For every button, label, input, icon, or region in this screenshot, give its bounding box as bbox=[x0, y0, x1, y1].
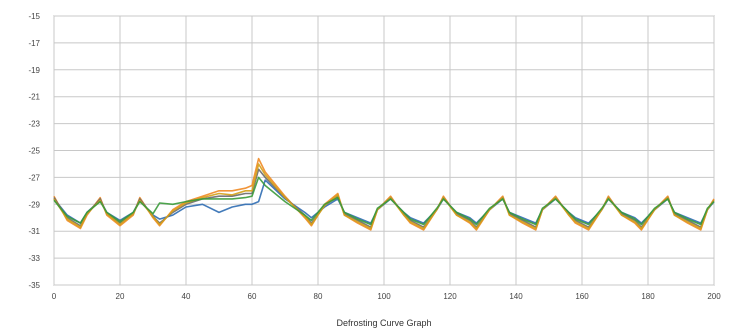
chart-caption: Defrosting Curve Graph bbox=[336, 318, 431, 328]
y-tick-label: -15 bbox=[28, 12, 40, 21]
x-tick-label: 40 bbox=[182, 292, 191, 301]
x-tick-label: 140 bbox=[509, 292, 523, 301]
y-tick-label: -21 bbox=[28, 93, 40, 102]
y-tick-label: -25 bbox=[28, 147, 40, 156]
x-tick-label: 80 bbox=[314, 292, 323, 301]
x-tick-label: 160 bbox=[575, 292, 589, 301]
y-tick-label: -17 bbox=[28, 39, 40, 48]
x-tick-label: 180 bbox=[641, 292, 655, 301]
x-tick-label: 0 bbox=[52, 292, 57, 301]
series-line-5 bbox=[53, 176, 715, 226]
x-tick-label: 100 bbox=[377, 292, 391, 301]
y-tick-label: -31 bbox=[28, 227, 40, 236]
y-tick-label: -35 bbox=[28, 281, 40, 290]
x-tick-label: 60 bbox=[248, 292, 257, 301]
series-group bbox=[53, 157, 715, 231]
y-tick-label: -33 bbox=[28, 254, 40, 263]
x-tick-label: 120 bbox=[443, 292, 457, 301]
y-tick-label: -19 bbox=[28, 66, 40, 75]
y-tick-label: -29 bbox=[28, 200, 40, 209]
y-tick-label: -27 bbox=[28, 173, 40, 182]
x-axis-ticks: 0 20 40 60 80 100 120 140 160 180 200 bbox=[52, 292, 721, 301]
x-tick-label: 20 bbox=[116, 292, 125, 301]
y-tick-label: -23 bbox=[28, 120, 40, 129]
y-axis-ticks: -15 -17 -19 -21 -23 -25 -27 -29 -31 -33 -35 bbox=[28, 12, 40, 290]
x-tick-label: 200 bbox=[707, 292, 721, 301]
